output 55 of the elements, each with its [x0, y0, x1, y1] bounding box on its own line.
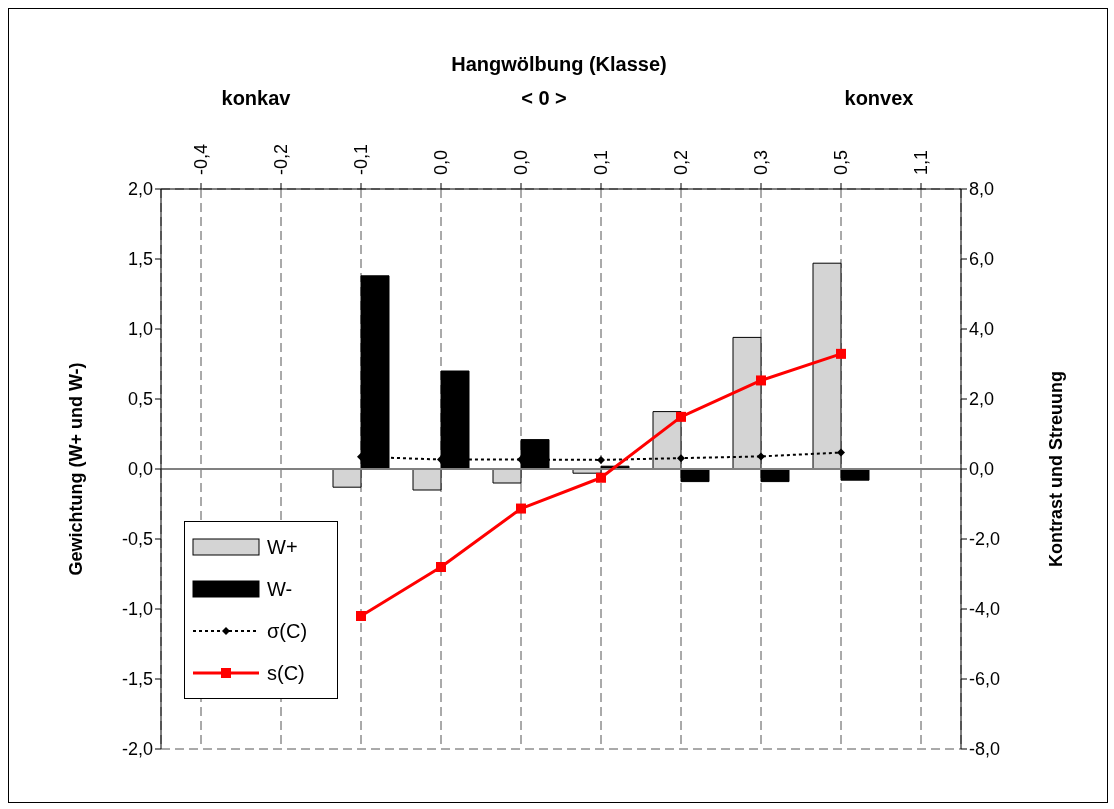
bar	[840, 468, 870, 481]
legend-label: s(C)	[267, 661, 305, 685]
point	[757, 452, 765, 461]
x-axis-title: Hangwölbung (Klasse)	[450, 53, 668, 76]
point	[676, 411, 686, 422]
y2-tick-label: -4,0	[969, 599, 1001, 620]
x-tick-label: -0,1	[351, 143, 371, 175]
x-tick-label: 0,3	[751, 149, 771, 175]
text: konvex	[844, 87, 914, 109]
y2-axis-title: Kontrast und Streuung	[1046, 371, 1067, 567]
y-tick-label: -1,0	[121, 599, 153, 620]
point	[756, 375, 766, 386]
y-tick-label: 0,0	[127, 459, 153, 480]
y-tick-label: 1,5	[127, 249, 153, 270]
legend-label: σ(C)	[267, 619, 308, 643]
bar	[492, 468, 522, 484]
point	[596, 472, 606, 483]
x-tick-label: 0,0	[511, 149, 531, 175]
y2-tick-label: 0,0	[969, 459, 995, 480]
text: konkav	[221, 87, 292, 109]
y-tick-label: -0,5	[121, 529, 153, 550]
legend-label: W+	[267, 535, 298, 559]
y-tick-label: -2,0	[121, 739, 153, 760]
legend-label: W-	[267, 577, 293, 601]
y-tick-label: 1,0	[127, 319, 153, 340]
y2-tick-label: 6,0	[969, 249, 995, 270]
x-tick-label: -0,4	[191, 143, 211, 175]
bar	[680, 468, 710, 483]
y-tick-label: 0,5	[127, 389, 153, 410]
x-tick-label: 0,5	[831, 149, 851, 175]
x-tick-label: 0,0	[431, 149, 451, 175]
y2-tick-label: -2,0	[969, 529, 1001, 550]
point	[436, 562, 446, 572]
y-tick-label: 2,0	[127, 179, 153, 200]
point	[677, 454, 685, 463]
y2-tick-label: 8,0	[969, 179, 995, 200]
bar	[332, 468, 362, 488]
point	[356, 611, 366, 621]
x-tick-label: 0,1	[591, 149, 611, 175]
text: < 0 >	[521, 87, 567, 109]
point	[516, 503, 526, 514]
x-tick-label: -0,2	[271, 143, 291, 175]
y-axis-title: Gewichtung (W+ und W-)	[66, 362, 87, 576]
x-tick-label: 0,2	[671, 149, 691, 175]
y-tick-label: -1,5	[121, 669, 153, 690]
point	[597, 455, 605, 464]
point	[837, 448, 845, 457]
bar	[760, 468, 790, 483]
y2-tick-label: -8,0	[969, 739, 1001, 760]
point	[836, 348, 846, 359]
y2-tick-label: 4,0	[969, 319, 995, 340]
bar	[412, 468, 442, 491]
x-tick-label: 1,1	[911, 149, 931, 175]
y2-tick-label: 2,0	[969, 389, 995, 410]
y2-tick-label: -6,0	[969, 669, 1001, 690]
